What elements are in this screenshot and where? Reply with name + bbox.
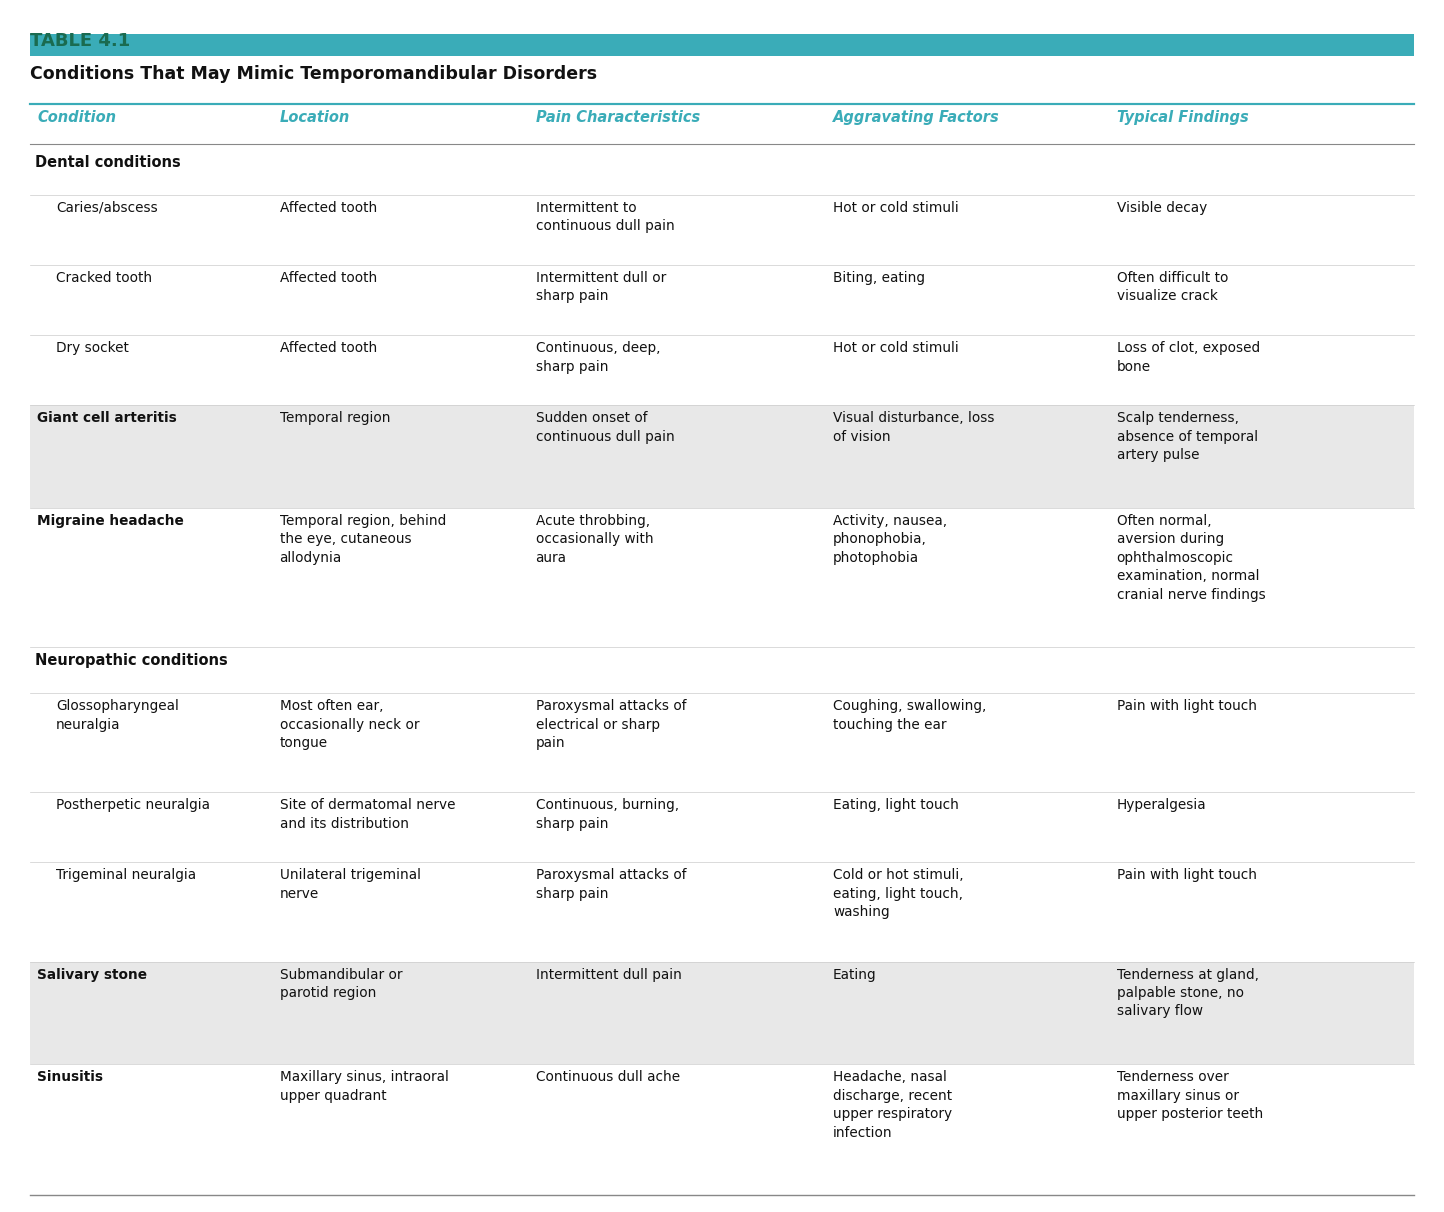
Text: Continuous dull ache: Continuous dull ache [536, 1070, 680, 1085]
Text: Biting, eating: Biting, eating [833, 271, 926, 285]
Text: Intermittent dull pain: Intermittent dull pain [536, 967, 682, 982]
Text: Hot or cold stimuli: Hot or cold stimuli [833, 201, 959, 215]
Text: Pain Characteristics: Pain Characteristics [536, 110, 700, 125]
Text: Eating, light touch: Eating, light touch [833, 799, 959, 812]
Text: Neuropathic conditions: Neuropathic conditions [35, 653, 227, 668]
Text: Intermittent dull or
sharp pain: Intermittent dull or sharp pain [536, 271, 666, 303]
Text: Often normal,
aversion during
ophthalmoscopic
examination, normal
cranial nerve : Often normal, aversion during ophthalmos… [1116, 514, 1265, 601]
Text: Hyperalgesia: Hyperalgesia [1116, 799, 1206, 812]
Text: Acute throbbing,
occasionally with
aura: Acute throbbing, occasionally with aura [536, 514, 653, 565]
Text: Most often ear,
occasionally neck or
tongue: Most often ear, occasionally neck or ton… [280, 699, 419, 750]
Text: Paroxysmal attacks of
sharp pain: Paroxysmal attacks of sharp pain [536, 869, 686, 901]
Text: Site of dermatomal nerve
and its distribution: Site of dermatomal nerve and its distrib… [280, 799, 455, 830]
Text: Dry socket: Dry socket [56, 342, 129, 355]
Text: Eating: Eating [833, 967, 877, 982]
Text: TABLE 4.1: TABLE 4.1 [30, 32, 130, 50]
Text: Sudden onset of
continuous dull pain: Sudden onset of continuous dull pain [536, 411, 674, 444]
Text: Pain with light touch: Pain with light touch [1116, 699, 1256, 713]
Text: Often difficult to
visualize crack: Often difficult to visualize crack [1116, 271, 1227, 303]
Text: Caries/abscess: Caries/abscess [56, 201, 157, 215]
Text: Continuous, deep,
sharp pain: Continuous, deep, sharp pain [536, 342, 660, 373]
Text: Conditions That May Mimic Temporomandibular Disorders: Conditions That May Mimic Temporomandibu… [30, 65, 598, 84]
Text: Paroxysmal attacks of
electrical or sharp
pain: Paroxysmal attacks of electrical or shar… [536, 699, 686, 750]
Text: Typical Findings: Typical Findings [1116, 110, 1249, 125]
Text: Giant cell arteritis: Giant cell arteritis [38, 411, 178, 425]
Text: Hot or cold stimuli: Hot or cold stimuli [833, 342, 959, 355]
Text: Dental conditions: Dental conditions [35, 155, 181, 170]
Text: Temporal region, behind
the eye, cutaneous
allodynia: Temporal region, behind the eye, cutaneo… [280, 514, 446, 565]
Text: Temporal region: Temporal region [280, 411, 390, 425]
Text: Aggravating Factors: Aggravating Factors [833, 110, 999, 125]
Text: Condition: Condition [38, 110, 117, 125]
Text: Headache, nasal
discharge, recent
upper respiratory
infection: Headache, nasal discharge, recent upper … [833, 1070, 952, 1139]
Text: Loss of clot, exposed
bone: Loss of clot, exposed bone [1116, 342, 1259, 373]
FancyBboxPatch shape [30, 961, 1414, 1064]
Text: Tenderness at gland,
palpable stone, no
salivary flow: Tenderness at gland, palpable stone, no … [1116, 967, 1259, 1018]
Text: Salivary stone: Salivary stone [38, 967, 147, 982]
Text: Coughing, swallowing,
touching the ear: Coughing, swallowing, touching the ear [833, 699, 986, 732]
Text: Tenderness over
maxillary sinus or
upper posterior teeth: Tenderness over maxillary sinus or upper… [1116, 1070, 1264, 1121]
Text: Postherpetic neuralgia: Postherpetic neuralgia [56, 799, 211, 812]
Text: Submandibular or
parotid region: Submandibular or parotid region [280, 967, 401, 1000]
Text: Pain with light touch: Pain with light touch [1116, 869, 1256, 882]
Text: Affected tooth: Affected tooth [280, 201, 377, 215]
Text: Glossopharyngeal
neuralgia: Glossopharyngeal neuralgia [56, 699, 179, 732]
Text: Maxillary sinus, intraoral
upper quadrant: Maxillary sinus, intraoral upper quadran… [280, 1070, 449, 1103]
Text: Unilateral trigeminal
nerve: Unilateral trigeminal nerve [280, 869, 420, 901]
Text: Cracked tooth: Cracked tooth [56, 271, 152, 285]
Text: Migraine headache: Migraine headache [38, 514, 185, 528]
FancyBboxPatch shape [30, 34, 1414, 56]
Text: Sinusitis: Sinusitis [38, 1070, 104, 1085]
Text: Continuous, burning,
sharp pain: Continuous, burning, sharp pain [536, 799, 679, 830]
Text: Affected tooth: Affected tooth [280, 342, 377, 355]
Text: Activity, nausea,
phonophobia,
photophobia: Activity, nausea, phonophobia, photophob… [833, 514, 947, 565]
Text: Intermittent to
continuous dull pain: Intermittent to continuous dull pain [536, 201, 674, 234]
Text: Location: Location [280, 110, 349, 125]
Text: Visible decay: Visible decay [1116, 201, 1207, 215]
FancyBboxPatch shape [30, 405, 1414, 508]
Text: Trigeminal neuralgia: Trigeminal neuralgia [56, 869, 196, 882]
Text: Affected tooth: Affected tooth [280, 271, 377, 285]
Text: Scalp tenderness,
absence of temporal
artery pulse: Scalp tenderness, absence of temporal ar… [1116, 411, 1258, 462]
Text: Cold or hot stimuli,
eating, light touch,
washing: Cold or hot stimuli, eating, light touch… [833, 869, 963, 919]
Text: Visual disturbance, loss
of vision: Visual disturbance, loss of vision [833, 411, 995, 444]
